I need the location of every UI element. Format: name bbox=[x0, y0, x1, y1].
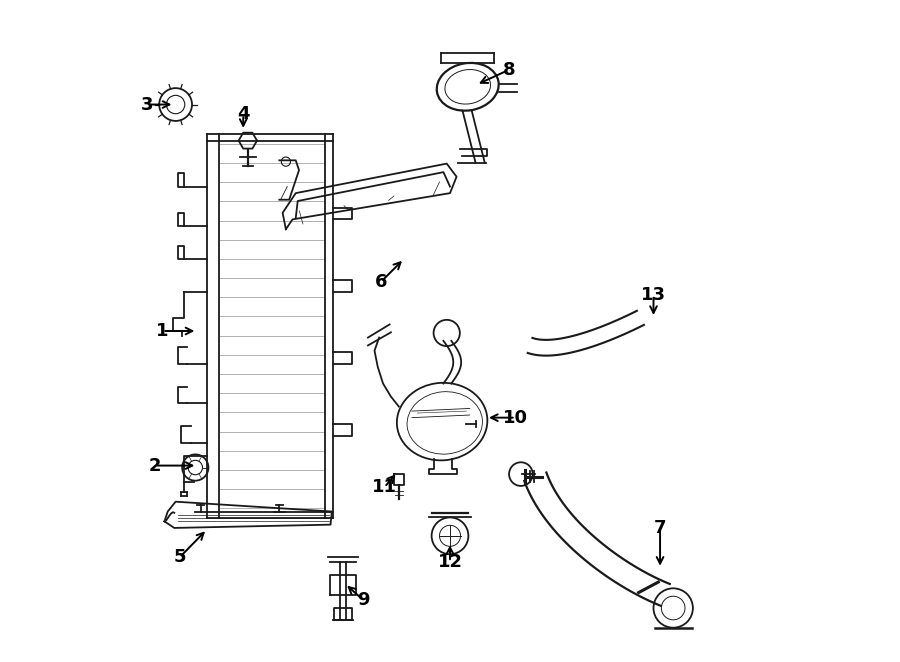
Text: 12: 12 bbox=[437, 553, 463, 571]
Text: 10: 10 bbox=[503, 408, 528, 426]
Text: 4: 4 bbox=[237, 105, 249, 123]
Text: 2: 2 bbox=[148, 457, 161, 475]
Text: 1: 1 bbox=[157, 322, 168, 340]
Text: 7: 7 bbox=[653, 519, 666, 537]
Text: 3: 3 bbox=[140, 95, 153, 113]
Text: 9: 9 bbox=[357, 591, 370, 609]
Text: 6: 6 bbox=[374, 273, 387, 291]
Text: 5: 5 bbox=[174, 549, 185, 567]
Text: 11: 11 bbox=[372, 478, 397, 496]
Text: 8: 8 bbox=[503, 61, 516, 79]
Text: 13: 13 bbox=[641, 286, 666, 304]
